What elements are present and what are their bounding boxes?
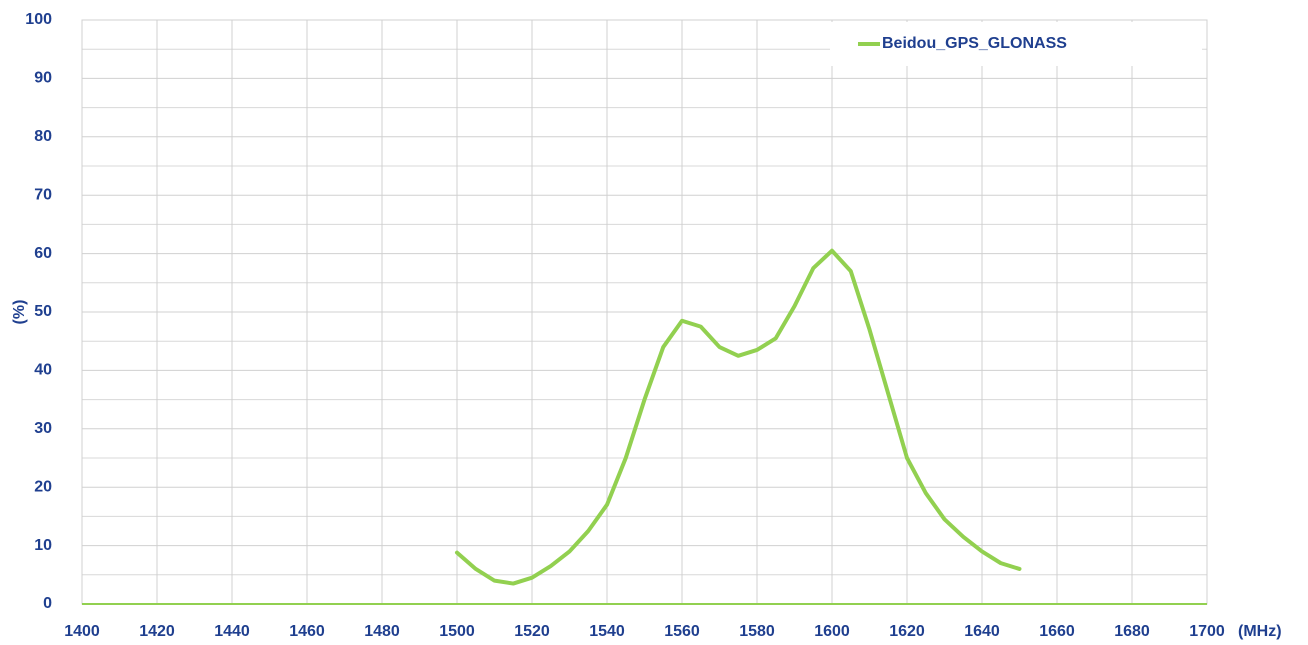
y-tick-label: 20	[34, 478, 52, 495]
x-tick-label: 1660	[1039, 623, 1075, 640]
legend-box	[830, 22, 1202, 66]
x-tick-label: 1440	[214, 623, 250, 640]
x-tick-label: 1560	[664, 623, 700, 640]
legend-label: Beidou_GPS_GLONASS	[882, 35, 1067, 52]
x-tick-label: 1400	[64, 623, 100, 640]
x-tick-label: 1420	[139, 623, 175, 640]
y-tick-label: 90	[34, 70, 52, 87]
x-axis-label: (MHz)	[1238, 623, 1282, 640]
y-tick-label: 10	[34, 537, 52, 554]
y-axis-label: (%)	[11, 300, 28, 325]
x-tick-label: 1700	[1189, 623, 1225, 640]
x-tick-label: 1680	[1114, 623, 1150, 640]
x-tick-label: 1500	[439, 623, 475, 640]
x-tick-label: 1640	[964, 623, 1000, 640]
y-tick-label: 100	[25, 11, 52, 28]
x-tick-label: 1600	[814, 623, 850, 640]
x-tick-label: 1520	[514, 623, 550, 640]
y-tick-label: 60	[34, 245, 52, 262]
data-line	[455, 248, 1022, 586]
y-tick-label: 50	[34, 303, 52, 320]
x-tick-label: 1620	[889, 623, 925, 640]
x-tick-label: 1540	[589, 623, 625, 640]
y-tick-label: 80	[34, 128, 52, 145]
y-tick-label: 70	[34, 186, 52, 203]
y-tick-label: 30	[34, 420, 52, 437]
x-tick-label: 1580	[739, 623, 775, 640]
x-tick-label: 1460	[289, 623, 325, 640]
y-tick-label: 0	[43, 595, 52, 612]
y-tick-label: 40	[34, 362, 52, 379]
x-tick-label: 1480	[364, 623, 400, 640]
